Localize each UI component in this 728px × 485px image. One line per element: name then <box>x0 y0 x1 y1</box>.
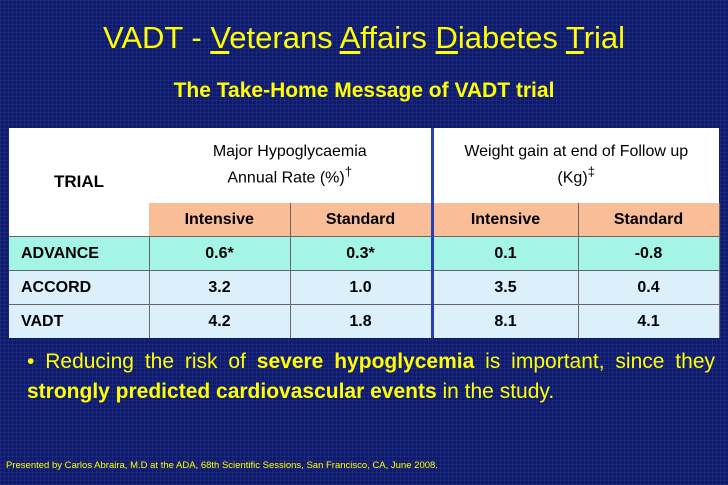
title-initial-t: T <box>565 20 584 55</box>
table-cell: 3.5 <box>430 270 579 305</box>
table-subheader-row: Intensive Standard Intensive Standard <box>9 203 720 237</box>
title-prefix: VADT - <box>102 20 211 55</box>
subheader-weight-standard: Standard <box>578 203 720 237</box>
trial-name: ADVANCE <box>9 236 150 271</box>
table-row: VADT 4.2 1.8 8.1 4.1 <box>9 304 720 338</box>
title-word-veterans: eterans <box>229 20 340 55</box>
title-initial-a: A <box>339 20 361 55</box>
bullet-emphasis: severe hypoglycemia <box>256 350 475 373</box>
table-cell: 4.1 <box>578 304 720 338</box>
slide-title: VADT - Veterans Affairs Diabetes Trial <box>0 18 728 58</box>
weight-header-line2: (Kg) <box>557 169 588 187</box>
weight-footnote-mark: ‡ <box>587 164 596 180</box>
trial-name: ACCORD <box>9 270 150 305</box>
subheader-hypo-intensive: Intensive <box>149 203 291 237</box>
hypoglycaemia-footnote-mark: † <box>344 164 353 180</box>
results-table: TRIAL Major Hypoglycaemia Annual Rate (%… <box>9 128 720 338</box>
table-row: ACCORD 3.2 1.0 3.5 0.4 <box>9 270 720 305</box>
trial-column-header: TRIAL <box>9 128 149 237</box>
table-header-row: TRIAL Major Hypoglycaemia Annual Rate (%… <box>9 128 719 237</box>
table-cell: 8.1 <box>430 304 579 338</box>
slide-subtitle: The Take-Home Message of VADT trial <box>173 79 555 102</box>
table-row: ADVANCE 0.6* 0.3* 0.1 -0.8 <box>9 236 720 271</box>
bullet-marker: • <box>27 350 35 373</box>
title-word-trial: rial <box>583 20 626 55</box>
table-cell: 0.3* <box>290 236 433 271</box>
table-cell: 1.8 <box>290 304 433 338</box>
title-initial-d: D <box>435 20 458 55</box>
hypoglycaemia-header-line1: Major Hypoglycaemia <box>212 143 367 161</box>
hypoglycaemia-header-line2: Annual Rate (%) <box>227 169 345 187</box>
results-table-container: TRIAL Major Hypoglycaemia Annual Rate (%… <box>9 128 720 338</box>
bullet-text: in the study. <box>436 380 555 403</box>
subheader-weight-intensive: Intensive <box>430 203 579 237</box>
take-home-bullet: • Reducing the risk of severe hypoglycem… <box>27 347 715 407</box>
table-cell: -0.8 <box>578 236 720 271</box>
table-cell: 0.6* <box>149 236 291 271</box>
presenter-credit: Presented by Carlos Abraira, M.D at the … <box>6 460 438 471</box>
bullet-text: is important, since they <box>474 350 716 373</box>
bullet-text: Reducing the risk of <box>34 350 257 373</box>
weight-header-line1: Weight gain at end of Follow up <box>464 143 689 161</box>
title-word-diabetes: iabetes <box>457 20 566 55</box>
table-cell: 0.4 <box>578 270 720 305</box>
hypoglycaemia-group-header: Major Hypoglycaemia Annual Rate (%)† <box>149 128 432 203</box>
trial-name: VADT <box>9 304 150 338</box>
table-cell: 3.2 <box>149 270 291 305</box>
title-initial-v: V <box>210 20 230 55</box>
bullet-emphasis: strongly predicted cardiovascular events <box>27 380 437 403</box>
table-cell: 4.2 <box>149 304 291 338</box>
table-cell: 1.0 <box>290 270 433 305</box>
title-word-affairs: ffairs <box>360 20 436 55</box>
subheader-hypo-standard: Standard <box>290 203 433 237</box>
table-cell: 0.1 <box>430 236 579 271</box>
weight-gain-group-header: Weight gain at end of Follow up (Kg)‡ <box>430 128 719 203</box>
